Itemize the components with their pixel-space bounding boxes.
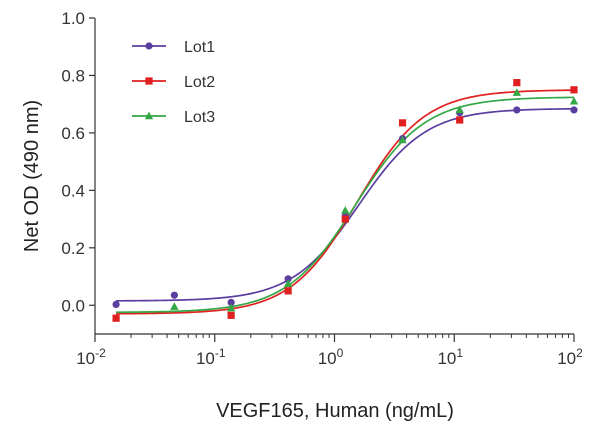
data-point-lot1 [513,106,521,114]
plot-area [112,79,579,322]
legend-marker-lot2 [145,77,153,85]
data-point-lot2 [456,116,464,124]
data-point-lot2 [341,215,349,223]
y-tick-label: 0.4 [61,181,85,200]
data-point-lot1 [284,275,292,283]
legend-marker-lot3 [144,111,154,120]
data-point-lot1 [112,300,120,309]
data-point-lot3 [512,88,522,96]
x-axis-title: VEGF165, Human (ng/mL) [216,400,454,422]
x-tick-label: 101 [437,346,463,368]
y-ticks: 0.0 0.2 0.4 0.6 0.8 1.0 [61,9,95,315]
y-axis-title: Net OD (490 nm) [21,100,43,252]
legend-label-lot3: Lot3 [184,109,215,126]
data-point-lot3 [226,303,236,312]
data-point-lot3 [455,105,464,114]
data-point-lot3 [569,96,579,105]
data-point-lot3 [398,135,407,144]
data-point-lot1 [170,291,178,299]
legend-label-lot1: Lot1 [184,39,215,56]
x-tick-label: 10-2 [76,346,106,368]
data-point-lot2 [227,311,235,319]
data-point-lot2 [570,86,578,94]
data-markers [112,79,579,322]
y-tick-label: 0.6 [61,124,85,143]
data-point-lot2 [284,287,292,295]
data-point-lot3 [283,279,293,287]
legend-marker-lot1 [145,42,153,50]
data-point-lot2 [513,79,521,87]
y-tick-label: 0.0 [61,296,85,315]
data-point-lot1 [570,106,578,114]
legend-label-lot2: Lot2 [184,74,215,91]
x-tick-label: 102 [557,346,583,368]
y-tick-label: 0.2 [61,239,85,258]
data-point-lot1 [227,298,235,306]
data-point-lot2 [112,314,120,322]
data-point-lot3 [170,302,179,310]
x-ticks: 10-2 10-1 100 101 102 [76,334,583,368]
y-tick-label: 0.8 [61,66,85,85]
fit-curve-lot3 [116,96,575,314]
data-point-lot2 [398,119,407,127]
x-tick-label: 10-1 [196,346,226,368]
legend: Lot1 Lot2 Lot3 [132,39,215,126]
fit-curve-lot1 [116,107,575,302]
y-tick-label: 1.0 [61,9,85,28]
data-point-lot3 [341,206,350,214]
x-tick-label: 100 [318,346,344,368]
